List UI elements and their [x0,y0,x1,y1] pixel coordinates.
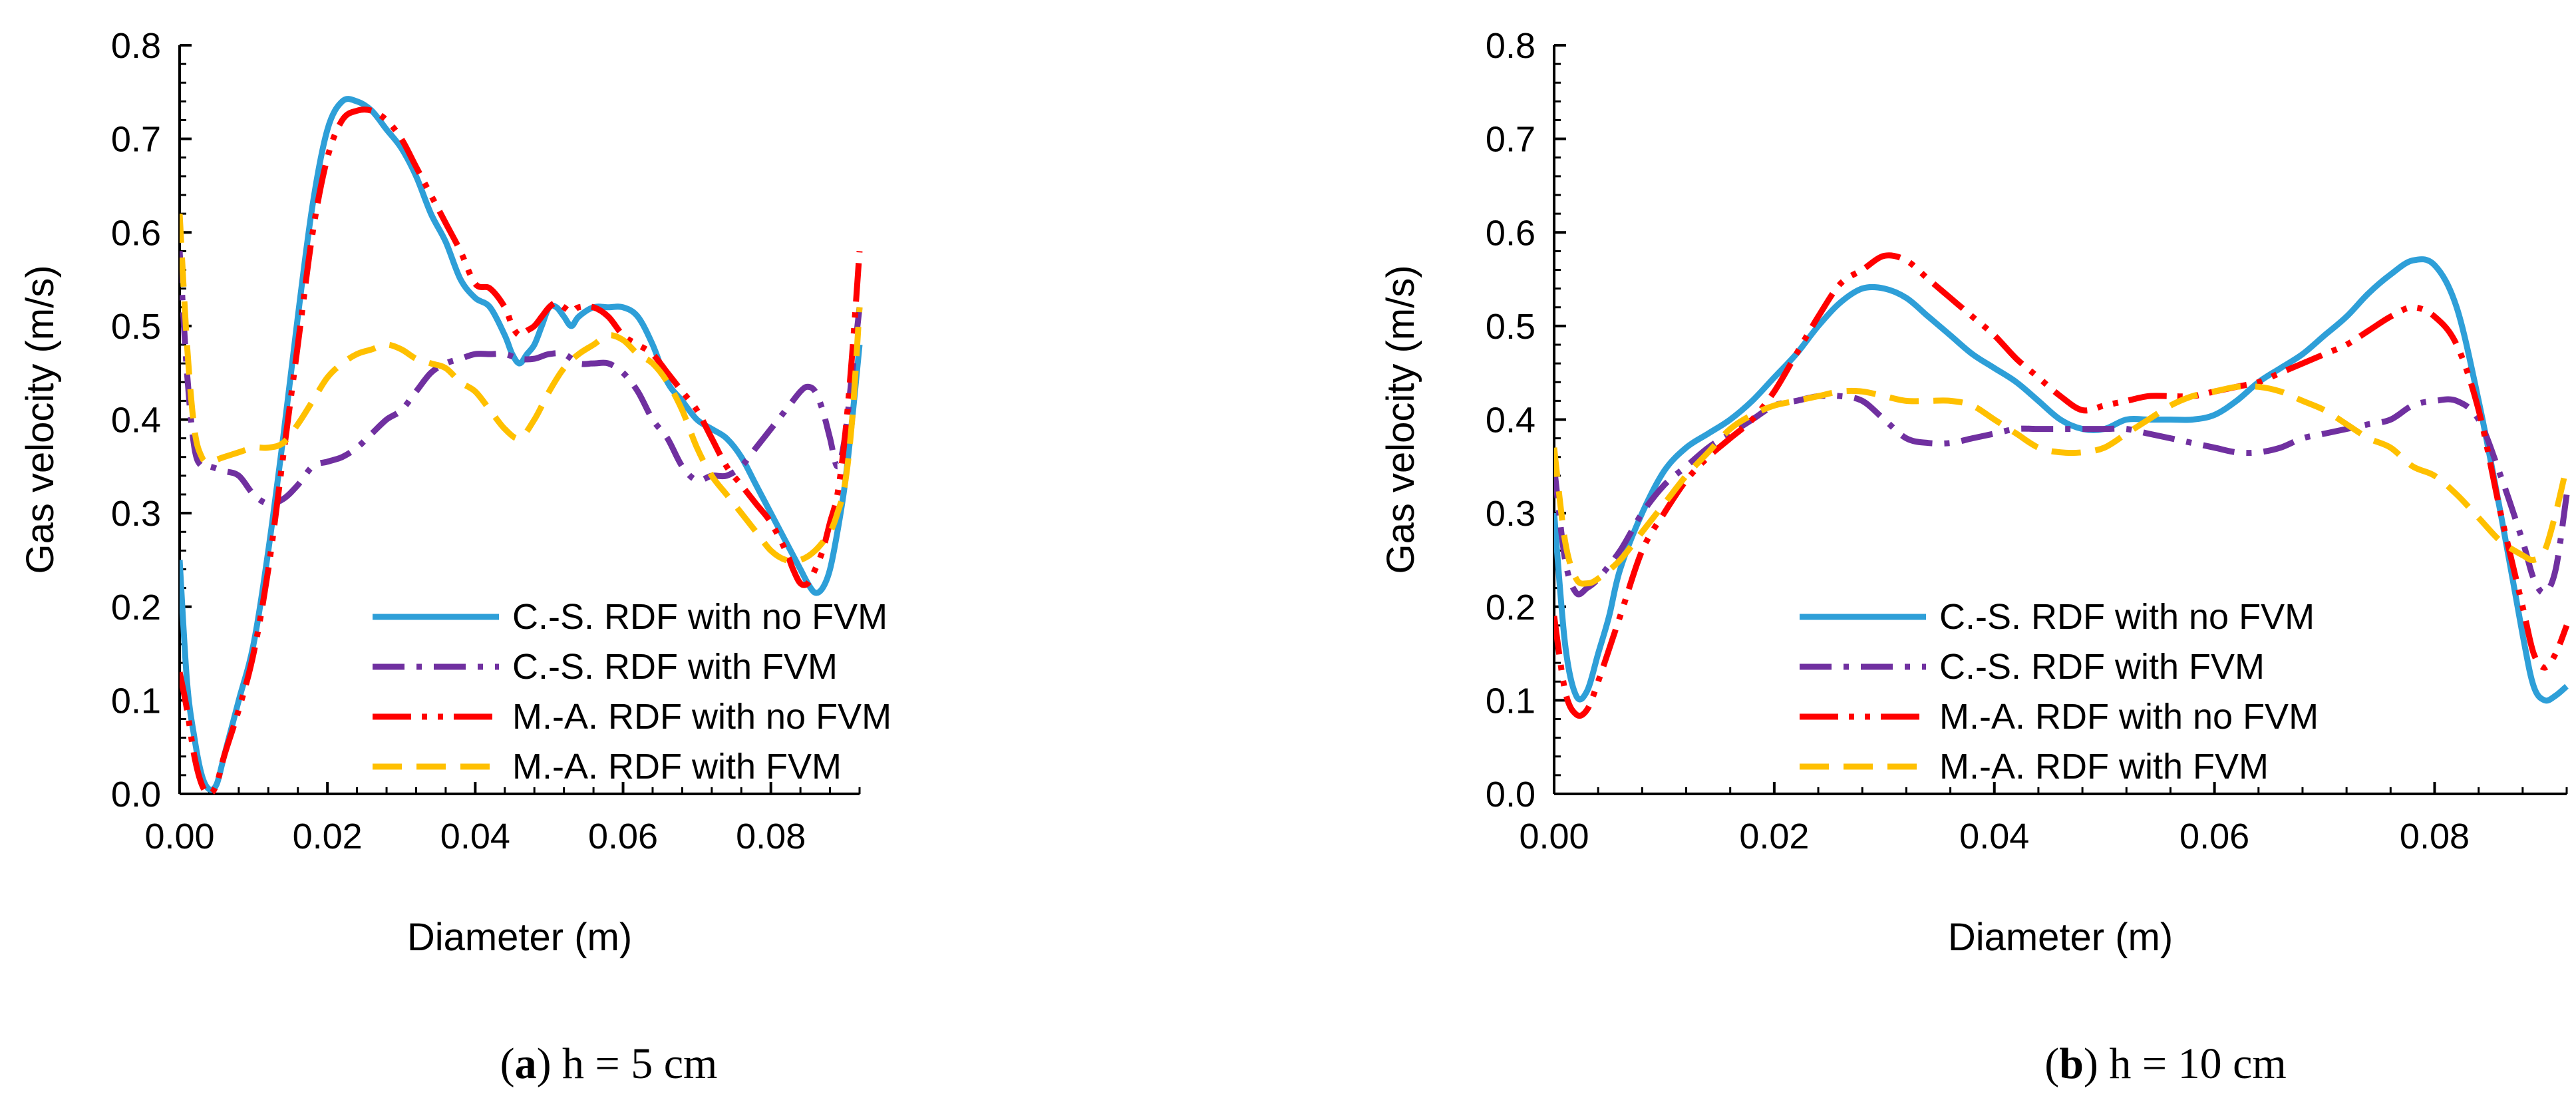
x-tick-label: 0.04 [440,817,510,856]
caption-letter: a [515,1039,537,1088]
legend-label: C.-S. RDF with FVM [1939,647,2265,687]
series-line-2 [1554,392,2570,598]
panel-caption: (a) h = 5 cm [500,1039,718,1088]
y-tick-label: 0.5 [111,307,161,347]
y-tick-label: 0.5 [1486,307,1535,347]
series-line-2 [180,251,863,507]
y-tick-label: 0.7 [1486,120,1535,160]
caption-open: ( [500,1039,515,1088]
x-tick-label: 0.02 [293,817,363,856]
panel-a: 0.0 0.1 0.2 0.3 0.4 0.5 0.6 0.7 0.8 0.00 0.02 0.04 0… [19,26,891,1088]
x-tick-label: 0.08 [736,817,806,856]
x-tick-label: 0.00 [144,817,214,856]
caption-rest: ) h = 10 cm [2084,1039,2287,1088]
y-axis-title: Gas velocity (m/s) [19,265,62,574]
legend-label: C.-S. RDF with no FVM [1939,597,2315,637]
x-tick-label: 0.02 [1739,817,1809,856]
caption-letter: b [2059,1039,2084,1088]
caption-rest: ) h = 5 cm [537,1039,718,1088]
y-tick-label: 0.6 [111,213,161,253]
y-tick-label: 0.8 [111,26,161,66]
legend-label: M.-A. RDF with FVM [512,747,842,787]
y-tick-label: 0.8 [1486,26,1535,66]
series-line-3 [1554,252,2570,719]
x-axis-title: Diameter (m) [407,916,632,959]
legend: C.-S. RDF with no FVM C.-S. RDF with FVM M… [373,597,891,787]
x-tick-label: 0.00 [1519,817,1589,856]
y-tick-label: 0.2 [1486,588,1535,628]
series-line-4 [1554,383,2570,587]
y-tick-label: 0.1 [111,681,161,721]
legend-label: C.-S. RDF with FVM [512,647,838,687]
y-tick-label: 0.1 [1486,681,1535,721]
y-tick-label: 0.4 [1486,401,1535,441]
series-line-3 [180,106,863,797]
legend-label: M.-A. RDF with FVM [1939,747,2269,787]
series-line-1 [180,96,863,793]
y-tick-label: 0.6 [1486,213,1535,253]
series-line-4 [180,213,863,564]
x-axis-title: Diameter (m) [1948,916,2173,959]
panel-b: 0.0 0.1 0.2 0.3 0.4 0.5 0.6 0.7 0.8 0.00 0.02 0.04 0… [1379,26,2570,1088]
y-tick-label: 0.4 [111,401,161,441]
x-tick-label: 0.04 [1959,817,2029,856]
y-tick-label: 0.2 [111,588,161,628]
x-tick-label: 0.08 [2400,817,2470,856]
y-tick-label: 0.3 [1486,494,1535,534]
panel-caption: (b) h = 10 cm [2044,1039,2287,1088]
y-tick-label: 0.0 [111,775,161,815]
legend-label: M.-A. RDF with no FVM [1939,697,2319,737]
y-axis-title: Gas velocity (m/s) [1379,265,1422,574]
series-line-1 [1554,256,2569,704]
x-tick-label: 0.06 [2179,817,2249,856]
y-tick-label: 0.3 [111,494,161,534]
y-tick-label: 0.7 [111,120,161,160]
y-tick-label: 0.0 [1486,775,1535,815]
legend-label: M.-A. RDF with no FVM [512,697,891,737]
caption-open: ( [2044,1039,2059,1088]
legend-label: C.-S. RDF with no FVM [512,597,887,637]
x-tick-label: 0.06 [588,817,658,856]
legend: C.-S. RDF with no FVM C.-S. RDF with FVM M… [1800,597,2319,787]
